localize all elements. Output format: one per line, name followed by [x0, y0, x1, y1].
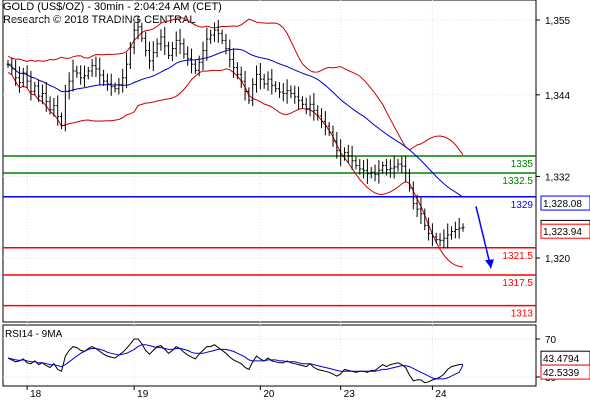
level-label: 1329	[511, 200, 534, 211]
indicator-value-tag-box	[541, 224, 590, 239]
time-tick-label: 19	[137, 389, 149, 400]
rsi-tick-label: 70	[545, 335, 557, 346]
time-tick-label: 18	[30, 389, 42, 400]
time-tick-label: 24	[435, 389, 447, 400]
time-tick-label: 23	[344, 389, 356, 400]
time-tick-label: 20	[263, 389, 275, 400]
price-tick-label: 1,332	[545, 172, 570, 183]
level-label: 1321.5	[502, 251, 533, 262]
forecast-arrow-shaft	[475, 206, 492, 269]
rsi-panel-title: RSI14 - 9MA	[5, 329, 63, 340]
price-tick-label: 1,355	[545, 16, 570, 27]
chart-title: GOLD (US$/OZ) - 30min - 2:04:24 AM (CET)	[3, 1, 222, 13]
indicator-value-tag-box	[541, 196, 590, 211]
forecast-arrow-head	[485, 259, 494, 269]
level-label: 1313	[511, 309, 534, 320]
rsi-value-tag-box	[540, 364, 590, 380]
bollinger-lower-band	[7, 68, 464, 268]
indicator-value-tag: 1,328.08	[543, 199, 582, 210]
indicator-value-tag: 1,323.94	[543, 227, 582, 238]
moving-average-line	[7, 48, 464, 198]
price-tick-label: 1,320	[545, 254, 570, 265]
rsi-series-line	[7, 338, 464, 384]
level-label: 1317.5	[502, 278, 533, 289]
level-label: 1332.5	[502, 176, 533, 187]
rsi-value-tag: 43.4794	[543, 354, 580, 365]
level-label: 1335	[511, 159, 534, 170]
rsi-series-line	[7, 344, 464, 380]
rsi-value-tag: 42.5339	[543, 368, 580, 379]
price-panel-frame	[2, 0, 537, 323]
indicator-value-tag-border	[540, 195, 590, 211]
indicator-value-tag-border	[540, 223, 590, 239]
price-tick-label: 1,344	[545, 91, 570, 102]
bollinger-upper-band	[7, 16, 464, 156]
